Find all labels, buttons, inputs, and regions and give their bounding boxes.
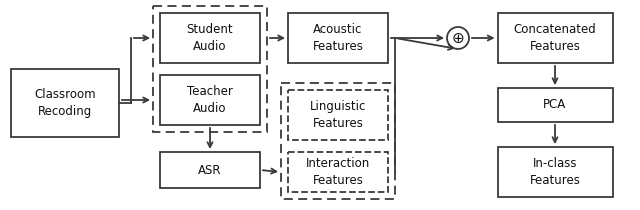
Bar bbox=[281, 83, 395, 199]
Text: Classroom
Recoding: Classroom Recoding bbox=[34, 88, 96, 118]
Bar bbox=[160, 13, 260, 63]
Text: In-class
Features: In-class Features bbox=[529, 157, 580, 187]
Text: Linguistic
Features: Linguistic Features bbox=[310, 100, 366, 130]
Text: $\oplus$: $\oplus$ bbox=[451, 30, 465, 46]
Bar bbox=[497, 88, 612, 122]
Bar bbox=[160, 75, 260, 125]
Text: Acoustic
Features: Acoustic Features bbox=[312, 23, 364, 53]
Bar bbox=[288, 152, 388, 192]
Bar bbox=[288, 90, 388, 140]
Bar bbox=[288, 13, 388, 63]
Text: Student
Audio: Student Audio bbox=[187, 23, 234, 53]
Text: Concatenated
Features: Concatenated Features bbox=[514, 23, 596, 53]
Text: PCA: PCA bbox=[543, 98, 566, 112]
Bar bbox=[153, 6, 267, 132]
Text: Interaction
Features: Interaction Features bbox=[306, 157, 370, 187]
Text: Teacher
Audio: Teacher Audio bbox=[187, 85, 233, 115]
Circle shape bbox=[447, 27, 469, 49]
Bar bbox=[160, 152, 260, 188]
Bar bbox=[497, 13, 612, 63]
Bar bbox=[11, 69, 119, 137]
Text: ASR: ASR bbox=[198, 164, 221, 176]
Bar bbox=[497, 147, 612, 197]
